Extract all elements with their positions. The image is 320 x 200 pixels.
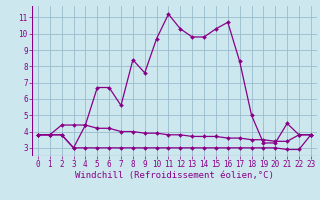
X-axis label: Windchill (Refroidissement éolien,°C): Windchill (Refroidissement éolien,°C) [75, 171, 274, 180]
